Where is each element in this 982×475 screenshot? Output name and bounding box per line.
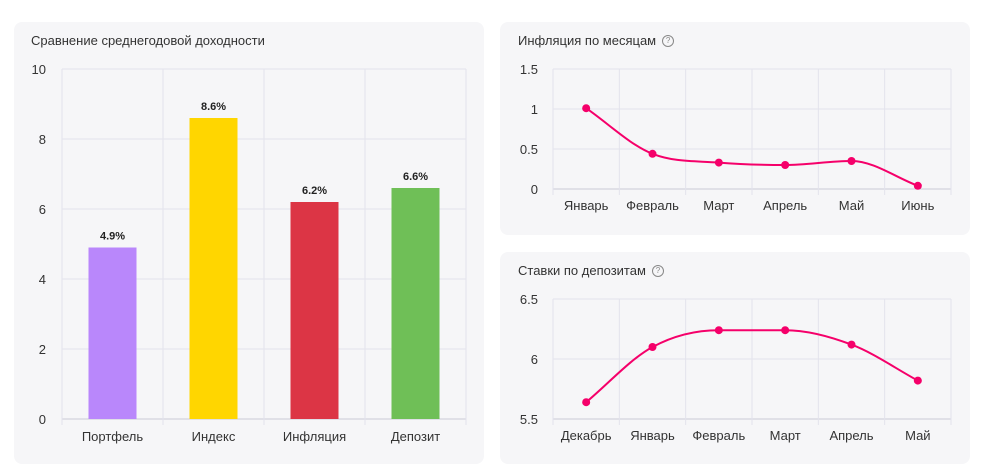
deposit-chart-title: Ставки по депозитам (518, 263, 646, 278)
y-tick-label: 6.5 (520, 292, 538, 307)
bar (391, 188, 440, 419)
help-icon[interactable]: ? (651, 264, 664, 277)
data-point (648, 149, 657, 158)
deposit-chart-title-row: Ставки по депозитам ? (518, 263, 664, 278)
x-tick-label: Апрель (829, 428, 873, 443)
data-point (714, 326, 723, 335)
deposit-chart-card: Ставки по депозитам ? 5.5 6 6.5 Декабрь Янва… (500, 252, 970, 464)
deposit-line-chart: 5.5 6 6.5 Декабрь Январь Февраль Март Апрель Май (520, 292, 952, 443)
y-tick-label: 2 (39, 342, 46, 357)
x-tick-label: Февраль (692, 428, 745, 443)
y-tick-label: 8 (39, 132, 46, 147)
x-tick-label: Депозит (391, 429, 440, 444)
x-tick-label: Апрель (763, 198, 807, 213)
data-label: 8.6% (201, 101, 226, 113)
data-label: 4.9% (100, 231, 125, 243)
bar-chart-card: Сравнение среднегодовой доходности 0 2 4 6 8… (14, 22, 484, 464)
y-tick-label: 6 (39, 202, 46, 217)
data-point (847, 340, 856, 349)
data-point (781, 326, 790, 335)
x-tick-label: Июнь (901, 198, 934, 213)
inflation-line-chart: 0 0.5 1 1.5 Январь Февраль Март Апрель Май Июнь (520, 62, 952, 213)
bar (189, 118, 238, 419)
y-tick-label: 6 (531, 352, 538, 367)
y-tick-label: 0.5 (520, 142, 538, 157)
x-tick-label: Инфляция (283, 429, 346, 444)
bar (88, 247, 137, 419)
x-tick-label: Портфель (82, 429, 144, 444)
data-point (781, 161, 790, 169)
data-point (648, 343, 657, 351)
x-tick-label: Декабрь (561, 428, 612, 443)
y-tick-label: 1.5 (520, 62, 538, 77)
data-point (847, 157, 856, 165)
y-tick-label: 4 (39, 272, 46, 287)
x-tick-label: Май (905, 428, 930, 443)
data-point (582, 104, 591, 113)
data-label: 6.6% (403, 171, 428, 183)
x-tick-label: Январь (630, 428, 675, 443)
x-tick-label: Февраль (626, 198, 679, 213)
x-tick-label: Индекс (192, 429, 236, 444)
y-tick-label: 5.5 (520, 412, 538, 427)
data-point (582, 398, 591, 407)
x-tick-label: Май (839, 198, 864, 213)
data-label: 6.2% (302, 185, 327, 197)
y-tick-label: 10 (32, 62, 46, 77)
inflation-chart-title: Инфляция по месяцам (518, 33, 657, 48)
bar-chart: 0 2 4 6 8 10 4.9% Портфель 8.6% Индекс 6.2% Инфляци… (32, 62, 467, 444)
data-point (913, 181, 922, 190)
y-tick-label: 0 (531, 182, 538, 197)
x-tick-label: Март (770, 428, 801, 443)
series-line (585, 329, 919, 403)
series-line (585, 107, 919, 187)
bar (290, 202, 339, 419)
data-point (714, 158, 723, 167)
bar-chart-title: Сравнение среднегодовой доходности (31, 33, 265, 48)
y-tick-label: 1 (531, 102, 538, 117)
help-icon[interactable]: ? (662, 34, 675, 47)
inflation-chart-card: Инфляция по месяцам ? 0 0.5 1 1.5 Январь Февр… (500, 22, 970, 235)
inflation-chart-title-row: Инфляция по месяцам ? (518, 33, 675, 48)
data-point (913, 376, 922, 385)
y-tick-label: 0 (39, 412, 46, 427)
x-tick-label: Март (703, 198, 734, 213)
x-tick-label: Январь (564, 198, 609, 213)
